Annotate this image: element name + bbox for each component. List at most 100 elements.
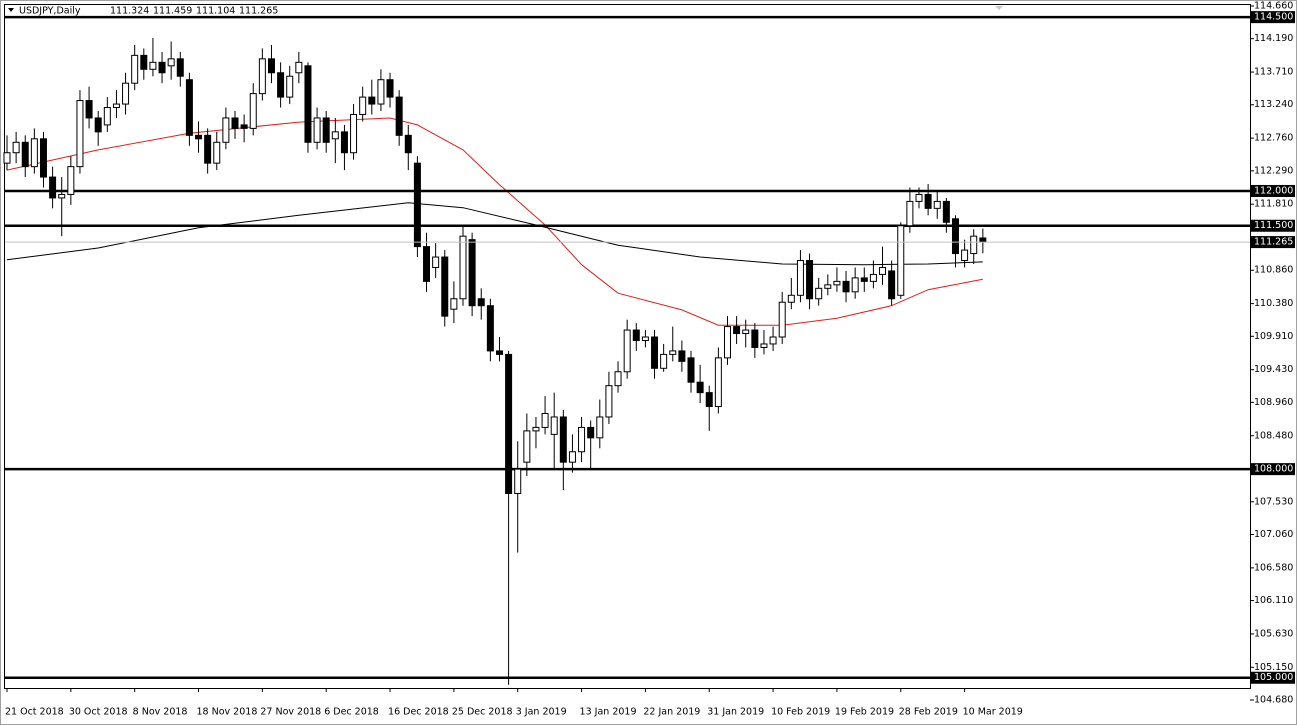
y-tick-label: 111.810 [1254, 199, 1293, 210]
plot-frame [4, 4, 1251, 689]
candle-body [3, 152, 11, 164]
candle-body [158, 61, 166, 74]
y-tick-label: 105.150 [1254, 662, 1293, 673]
candle-body [651, 336, 659, 369]
header-high: 111.459 [153, 6, 192, 17]
candle-body [350, 113, 358, 154]
header-low: 111.104 [196, 6, 235, 17]
candle-body [933, 200, 941, 209]
x-tick-label: 3 Jan 2019 [516, 707, 567, 718]
candle-body [404, 134, 412, 154]
candle-body [723, 326, 731, 359]
candle-body [842, 280, 850, 293]
candle-body [851, 277, 859, 293]
y-tick-label: 113.240 [1254, 99, 1293, 110]
candle-body [76, 100, 84, 168]
chart-title: USDJPY,Daily [19, 6, 81, 17]
level-label: 114.500 [1254, 12, 1293, 23]
y-tick-label: 108.480 [1254, 430, 1293, 441]
candle-body [696, 381, 704, 394]
candle-body [751, 329, 759, 348]
candle-body [942, 200, 950, 223]
candle-body [103, 107, 111, 126]
y-tick-label: 106.580 [1254, 562, 1293, 573]
candle-body [587, 426, 595, 439]
x-tick-label: 16 Dec 2018 [388, 707, 449, 718]
candle-body [58, 193, 66, 199]
candle-body [614, 371, 622, 387]
y-tick-label: 107.530 [1254, 496, 1293, 507]
candle-body [769, 336, 777, 345]
x-tick-label: 21 Oct 2018 [5, 707, 64, 718]
candle-body [824, 284, 832, 289]
candle-body [541, 412, 549, 428]
candle-body [222, 117, 230, 143]
candle-body [714, 357, 722, 408]
candle-body [477, 298, 485, 307]
x-tick-label: 22 Jan 2019 [643, 707, 700, 718]
header-open: 111.324 [110, 6, 149, 17]
candle-body [815, 287, 823, 300]
y-tick-label: 113.710 [1254, 67, 1293, 78]
menu-arrow[interactable] [8, 8, 14, 12]
candle-body [30, 138, 38, 168]
x-tick-label: 13 Jan 2019 [580, 707, 637, 718]
candle-body [167, 58, 175, 67]
candle-body [204, 134, 212, 164]
candle-body [678, 350, 686, 362]
candle-body [67, 166, 75, 195]
candle-body [386, 79, 394, 98]
candle-body [596, 416, 604, 439]
candle-body [924, 193, 932, 209]
y-tick-label: 110.380 [1254, 298, 1293, 309]
y-tick-label: 108.960 [1254, 397, 1293, 408]
candle-body [568, 451, 576, 463]
candle-body [131, 54, 139, 84]
level-label: 111.500 [1254, 220, 1293, 231]
y-tick-label: 106.110 [1254, 595, 1293, 606]
shift-marker[interactable] [995, 6, 1003, 10]
candle-body [432, 256, 440, 268]
y-tick-label: 114.190 [1254, 33, 1293, 44]
candle-body [322, 117, 330, 143]
candle-body [359, 96, 367, 115]
candle-body [951, 218, 959, 255]
y-tick-label: 110.860 [1254, 265, 1293, 276]
level-label: 105.000 [1254, 672, 1293, 683]
candle-body [796, 260, 804, 296]
candle-body [140, 54, 148, 70]
price-label-bg [1251, 236, 1295, 249]
candle-body [441, 256, 449, 317]
header-close: 111.265 [239, 6, 278, 17]
x-tick-label: 30 Oct 2018 [69, 707, 128, 718]
candle-body [21, 141, 29, 168]
candle-body [833, 280, 841, 286]
candle-body [970, 235, 978, 255]
x-tick-label: 19 Feb 2019 [835, 707, 894, 718]
candle-body [705, 392, 713, 408]
x-tick-label: 10 Mar 2019 [963, 707, 1023, 718]
candle-body [733, 326, 741, 335]
candle-body [413, 162, 421, 248]
y-tick-label: 107.060 [1254, 529, 1293, 540]
candle-body [486, 305, 494, 352]
candle-body [559, 416, 567, 463]
candle-body [523, 430, 531, 463]
candle-body [313, 117, 321, 143]
candle-body [377, 79, 385, 105]
candle-body [687, 357, 695, 383]
candle-body [915, 193, 923, 202]
candle-body [277, 72, 285, 98]
candle-body [295, 61, 303, 74]
candle-body [240, 124, 248, 129]
candle-body [340, 131, 348, 154]
y-tick-label: 109.430 [1254, 364, 1293, 375]
candle-body [979, 237, 987, 243]
x-tick-label: 10 Feb 2019 [771, 707, 830, 718]
candle-body [505, 353, 513, 494]
candle-body [395, 96, 403, 136]
candle-body [249, 93, 257, 129]
candle-body [669, 350, 677, 355]
